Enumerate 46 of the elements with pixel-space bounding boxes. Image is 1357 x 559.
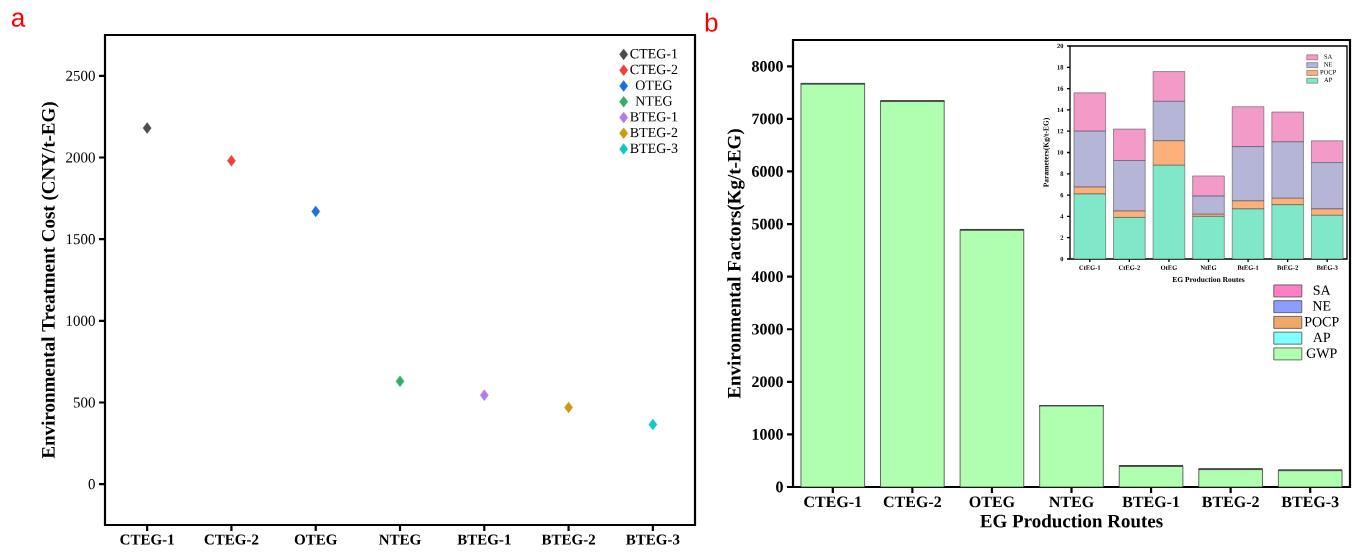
x-tick-label: CTEG-1 xyxy=(804,496,862,508)
legend-label: NTEG xyxy=(635,96,673,106)
x-tick-label: NTEG xyxy=(1049,496,1094,508)
x-tick-label: CTEG-2 xyxy=(204,534,259,545)
legend-label: OTEG xyxy=(635,80,673,90)
legend-label: CTEG-2 xyxy=(630,64,678,75)
legend-label: SA xyxy=(1313,285,1331,295)
y-axis-title: Environmental Factors(Kg/t-EG) xyxy=(727,129,745,399)
y-tick-label: 3000 xyxy=(752,323,783,335)
y-axis-title: Environmental Treatment Cost (CNY/t-EG) xyxy=(41,102,59,459)
x-tick-label: CTEG-1 xyxy=(120,534,174,545)
legend-label: AP xyxy=(1312,332,1331,343)
y-tick-label: 1500 xyxy=(66,234,95,245)
x-tick-label: NTEG xyxy=(379,534,421,545)
chart-title: b xyxy=(705,12,718,32)
y-tick-label: 500 xyxy=(73,397,95,408)
y-tick-label: 8000 xyxy=(752,60,783,72)
legend-label: BTEG-3 xyxy=(630,143,678,154)
x-tick-label: OTEG xyxy=(294,534,337,545)
y-tick-label: 2000 xyxy=(752,376,783,388)
legend-label: NE xyxy=(1312,301,1331,311)
x-tick-label: BTEG-2 xyxy=(1202,496,1259,508)
x-tick-label: BTEG-3 xyxy=(626,534,680,545)
y-tick-label: 5000 xyxy=(752,218,783,230)
y-tick-label: 0 xyxy=(88,479,95,490)
y-tick-label: 2500 xyxy=(66,70,95,81)
y-tick-label: 1000 xyxy=(752,429,783,440)
x-axis-title: EG Production Routes xyxy=(980,514,1163,528)
y-tick-label: 1000 xyxy=(66,315,95,326)
y-tick-label: 7000 xyxy=(752,113,783,125)
legend-label: CTEG-1 xyxy=(630,48,678,59)
x-tick-label: BTEG-1 xyxy=(457,534,511,545)
x-tick-label: BTEG-2 xyxy=(541,534,596,545)
y-tick-label: 0 xyxy=(776,481,783,493)
legend-label: BTEG-1 xyxy=(630,112,678,122)
y-tick-label: 2000 xyxy=(66,152,95,163)
x-tick-label: CTEG-2 xyxy=(883,496,941,508)
chart-title: a xyxy=(11,12,26,27)
x-tick-label: BTEG-1 xyxy=(1122,496,1180,508)
x-tick-label: BTEG-3 xyxy=(1281,496,1339,508)
legend-label: BTEG-2 xyxy=(630,127,678,138)
legend-label: GWP xyxy=(1306,348,1337,358)
y-tick-label: 6000 xyxy=(752,166,783,177)
x-tick-label: OTEG xyxy=(969,496,1015,508)
legend-label: POCP xyxy=(1304,317,1339,327)
y-tick-label: 4000 xyxy=(751,271,783,283)
